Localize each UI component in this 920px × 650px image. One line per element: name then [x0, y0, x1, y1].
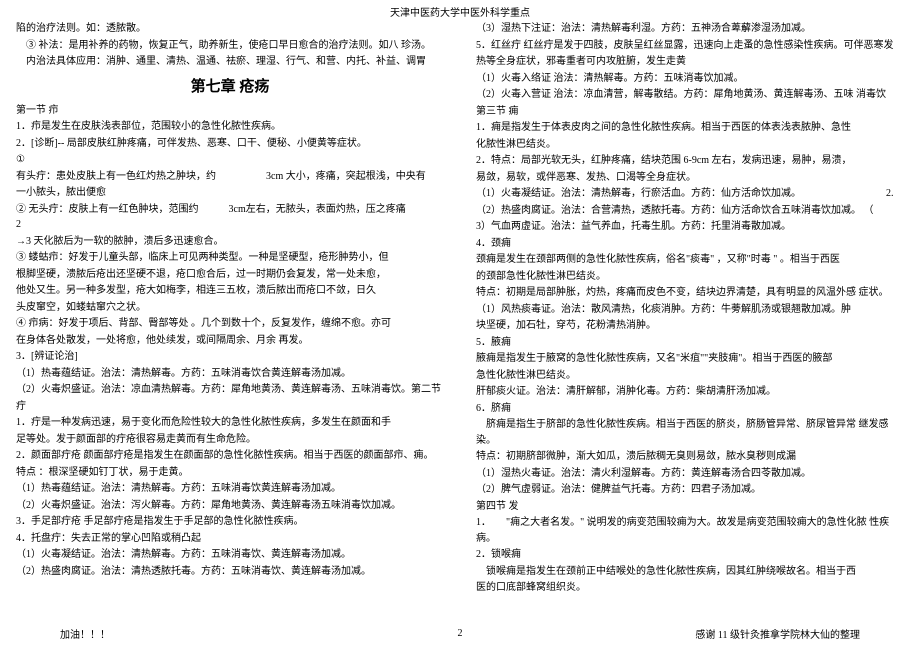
- text-line: 3）气血两虚证。治法：益气养血，托毒生肌。方药：托里消毒散加减。: [476, 219, 904, 235]
- text-line: 一小脓头，脓出便愈: [16, 185, 444, 201]
- text-line: （2）热盛肉腐证。治法：清热透脓托毒。方药：五味消毒饮、黄连解毒汤加减。: [16, 564, 444, 580]
- text-line: 4．颈痈: [476, 236, 904, 252]
- text-line: 锁喉痈是指发生在颈前正中结喉处的急性化脓性疾病，因其红肿绕喉故名。相当于西: [476, 564, 904, 580]
- text-line: 疔: [16, 399, 444, 415]
- text-line: 5．红丝疔 红丝疔是发于四肢，皮肤呈红丝显露，迅速向上走蚤的急性感染性疾病。可伴…: [476, 38, 904, 54]
- text-line: 他处又生。另一种多发型，疮大如梅李，相连三五枚，溃后脓出而疮口不敛，日久: [16, 283, 444, 299]
- text-line: 医的口底部蜂窝组织炎。: [476, 580, 904, 596]
- text-line: ② 无头疔：皮肤上有一红色肿块，范围约 3cm左右，无脓头，表面灼热，压之疼痛 …: [16, 202, 444, 233]
- text-line: 易敛，易软，或伴恶寒、发热、口渴等全身症状。: [476, 170, 904, 186]
- text-line: 2．[诊断]-- 局部皮肤红肿疼痛，可伴发热、恶寒、口干、便秘、小便黄等症状。: [16, 136, 444, 152]
- text-line: 1．疖是发生在皮肤浅表部位，范围较小的急性化脓性疾病。: [16, 119, 444, 135]
- text-line: 第四节 发: [476, 499, 904, 515]
- text-line: （2）火毒入营证 治法：凉血清营，解毒散结。方药：犀角地黄汤、黄连解毒汤、五味 …: [476, 87, 904, 103]
- text-line: 化脓性淋巴结炎。: [476, 137, 904, 153]
- text-line: 头皮窜空，如蝼蛄窜穴之状。: [16, 300, 444, 316]
- text-line: 热等全身症状，邪毒重者可内攻脏腑，发生走黄: [476, 54, 904, 70]
- text-line: （1）火毒凝结证。治法：清热解毒。方药：五味消毒饮、黄连解毒汤加减。: [16, 547, 444, 563]
- page-header: 天津中医药大学中医外科学重点: [0, 0, 920, 21]
- text-line: （1）风热痰毒证。治法：散风清热，化痰消肿。方药：牛蒡解肌汤或银翘散加减。肿: [476, 302, 904, 318]
- text-line: （1）湿热火毒证。治法：清火利湿解毒。方药：黄连解毒汤合四苓散加减。: [476, 466, 904, 482]
- text-line: ①: [16, 152, 444, 168]
- text-line: →3 天化脓后为一软的脓肿，溃后多迅速愈合。: [16, 234, 444, 250]
- text-line: （2）脾气虚弱证。治法：健脾益气托毒。方药：四君子汤加减。: [476, 482, 904, 498]
- text-line: 足等处。发于颜面部的疔疮很容易走黄而有生命危险。: [16, 432, 444, 448]
- text-line: 脐痈是指生于脐部的急性化脓性疾病。相当于西医的脐炎，脐肠管异常、脐尿管异常 继发…: [476, 417, 904, 448]
- text-line: 陷的治疗法则。如：透脓散。: [16, 21, 444, 37]
- text-line: 有头疔：患处皮肤上有一色红灼热之肿块，约 3cm 大小，疼痛，突起根浅，中央有: [16, 169, 444, 185]
- chapter-title: 第七章 疮疡: [16, 76, 444, 99]
- text-line: 6．脐痈: [476, 401, 904, 417]
- text-line: 急性化脓性淋巴结炎。: [476, 368, 904, 384]
- text-line: 1．疔是一种发病迅速，易于变化而危险性较大的急性化脓性疾病，多发生在颜面和手: [16, 415, 444, 431]
- text-line: 2．特点：局部光软无头，红肿疼痛，结块范围 6-9cm 左右，发病迅速，易肿，易…: [476, 153, 904, 169]
- text-line: 2．颜面部疔疮 颜面部疔疮是指发生在颜面部的急性化脓性疾病。相当于西医的颜面部疖…: [16, 448, 444, 464]
- footer-right: 感谢 11 级针灸推拿学院林大仙的整理: [593, 626, 860, 641]
- text-line: 肝郁痰火证。治法：清肝解郁，消肿化毒。方药：柴胡清肝汤加减。: [476, 384, 904, 400]
- text-line: 腋痈是指发生于腋窝的急性化脓性疾病，又名"米疽""夹肢痈"。相当于西医的腋部: [476, 351, 904, 367]
- page-body: 陷的治疗法则。如：透脓散。 ③ 补法：是用补养的药物，恢复正气，助养新生，使疮口…: [0, 21, 920, 621]
- text-line: 1． "痈之大者名发。" 说明发的病变范围较痈为大。故发是病变范围较痈大的急性化…: [476, 515, 904, 546]
- text-line: 3．[辨证论治]: [16, 349, 444, 365]
- text-line: 1．痈是指发生于体表皮肉之间的急性化脓性疾病。相当于西医的体表浅表脓肿、急性: [476, 120, 904, 136]
- text-line: 在身体各处散发，一处将愈，他处续发，或间隔周余、月余 再发。: [16, 333, 444, 349]
- text-line: 2．锁喉痈: [476, 547, 904, 563]
- footer-center: 2: [327, 628, 594, 639]
- text-line: 的颈部急性化脓性淋巴结炎。: [476, 269, 904, 285]
- text-line: （2）火毒炽盛证。治法：凉血清热解毒。方药：犀角地黄汤、黄连解毒汤、五味消毒饮。…: [16, 382, 444, 398]
- text-line: （2）火毒炽盛证。治法：泻火解毒。方药：犀角地黄汤、黄连解毒汤五味消毒饮加减。: [16, 498, 444, 514]
- text-line: 第三节 痈: [476, 104, 904, 120]
- text-line: （1）热毒蕴结证。治法：清热解毒。方药：五味消毒饮黄连解毒汤加减。: [16, 481, 444, 497]
- text-line: （3）湿热下注证：治法：清热解毒利湿。方药：五神汤合萆薢渗湿汤加减。: [476, 21, 904, 37]
- text-line: ③ 补法：是用补养的药物，恢复正气，助养新生，使疮口早日愈合的治疗法则。如八 珍…: [16, 38, 444, 54]
- footer-left: 加油！！！: [60, 626, 327, 641]
- text-line: 块坚硬，加石牡，穿芍，花粉清热消肿。: [476, 318, 904, 334]
- left-column: 陷的治疗法则。如：透脓散。 ③ 补法：是用补养的药物，恢复正气，助养新生，使疮口…: [0, 21, 460, 621]
- text-line: （1）火毒凝结证。治法：清热解毒，行瘀活血。方药：仙方活命饮加减。 2.: [476, 186, 904, 202]
- text-line: 特点：初期是局部肿胀，灼热，疼痛而皮色不变，结块边界清楚，具有明显的风温外感 症…: [476, 285, 904, 301]
- right-column: （3）湿热下注证：治法：清热解毒利湿。方药：五神汤合萆薢渗湿汤加减。5．红丝疔 …: [460, 21, 920, 621]
- text-line: ③ 蝼蛄疖：好发于儿童头部，临床上可见两种类型。一种是坚硬型，疮形肿势小，但: [16, 250, 444, 266]
- text-line: 特点：初期脐部微肿，渐大如瓜，溃后脓稠无臭则易敛，脓水臭秽则成漏: [476, 449, 904, 465]
- text-line: 3．手足部疔疮 手足部疔疮是指发生于手足部的急性化脓性疾病。: [16, 514, 444, 530]
- text-line: （1）火毒入络证 治法：清热解毒。方药：五味消毒饮加减。: [476, 71, 904, 87]
- text-line: （2）热盛肉腐证。治法：合营清热，透脓托毒。方药：仙方活命饮合五味消毒饮加减。 …: [476, 203, 904, 219]
- page-footer: 加油！！！ 2 感谢 11 级针灸推拿学院林大仙的整理: [0, 621, 920, 645]
- text-line: 内治法具体应用：消肿、通里、清热、温通、祛瘀、理湿、行气、和营、内托、补益、调胃: [16, 54, 444, 70]
- text-line: （1）热毒蕴结证。治法：清热解毒。方药：五味消毒饮合黄连解毒汤加减。: [16, 366, 444, 382]
- text-line: 特点 ：根深坚硬如钉丁状，易于走黄。: [16, 465, 444, 481]
- text-line: 根脚坚硬，溃脓后疮出还坚硬不退，疮口愈合后，过一时期仍会复发，常一处未愈，: [16, 267, 444, 283]
- text-line: 4．托盘疔：失去正常的掌心凹陷或稍凸起: [16, 531, 444, 547]
- text-line: 颈痈是发生在颈部两侧的急性化脓性疾病，俗名"痰毒" ，又称"时毒 " 。相当于西…: [476, 252, 904, 268]
- text-line: 第一节 疖: [16, 103, 444, 119]
- text-line: 5．腋痈: [476, 335, 904, 351]
- text-line: ④ 疖病：好发于项后、背部、臀部等处 。几个到数十个，反复发作，缠绵不愈。亦可: [16, 316, 444, 332]
